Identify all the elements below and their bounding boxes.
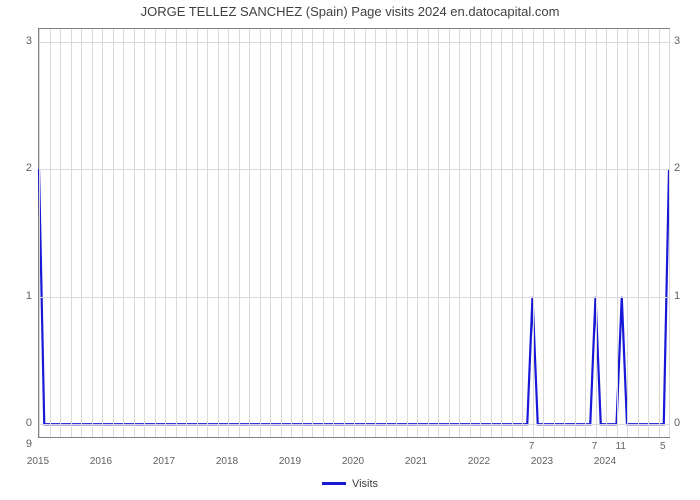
gridline-v	[627, 29, 628, 437]
chart-title: JORGE TELLEZ SANCHEZ (Spain) Page visits…	[0, 4, 700, 19]
gridline-v	[344, 29, 345, 437]
gridline-v	[312, 29, 313, 437]
gridline-v	[554, 29, 555, 437]
y-tick-label: 1	[674, 290, 692, 302]
chart-container: JORGE TELLEZ SANCHEZ (Spain) Page visits…	[0, 0, 700, 500]
gridline-v	[92, 29, 93, 437]
gridline-v	[407, 29, 408, 437]
gridline-v	[176, 29, 177, 437]
gridline-v	[501, 29, 502, 437]
gridline-v	[81, 29, 82, 437]
x-tick-year: 2015	[27, 456, 49, 467]
gridline-v	[218, 29, 219, 437]
gridline-v	[617, 29, 618, 437]
x-tick-year: 2022	[468, 456, 490, 467]
gridline-v	[575, 29, 576, 437]
gridline-v	[428, 29, 429, 437]
gridline-v	[165, 29, 166, 437]
gridline-v	[648, 29, 649, 437]
gridline-v	[260, 29, 261, 437]
x-tick-year: 2024	[594, 456, 616, 467]
gridline-v	[354, 29, 355, 437]
x-tick-year: 2017	[153, 456, 175, 467]
y-tick-label: 2	[674, 162, 692, 174]
gridline-v	[270, 29, 271, 437]
y-tick-label: 0	[674, 417, 692, 429]
gridline-v	[449, 29, 450, 437]
x-data-label: 11	[616, 441, 626, 452]
x-tick-year: 2023	[531, 456, 553, 467]
gridline-v	[543, 29, 544, 437]
legend-swatch	[322, 482, 346, 485]
x-tick-year: 2021	[405, 456, 427, 467]
y-tick-label: 0	[14, 417, 32, 429]
gridline-v	[470, 29, 471, 437]
gridline-v	[39, 29, 40, 437]
y-tick-label-extra: 9	[14, 438, 32, 450]
y-tick-label: 3	[14, 35, 32, 47]
legend: Visits	[0, 476, 700, 490]
gridline-v	[596, 29, 597, 437]
gridline-v	[50, 29, 51, 437]
gridline-v	[207, 29, 208, 437]
gridline-v	[113, 29, 114, 437]
gridline-v	[638, 29, 639, 437]
gridline-v	[396, 29, 397, 437]
gridline-v	[512, 29, 513, 437]
gridline-v	[386, 29, 387, 437]
legend-label: Visits	[352, 478, 378, 490]
gridline-v	[228, 29, 229, 437]
gridline-v	[102, 29, 103, 437]
gridline-v	[134, 29, 135, 437]
gridline-v	[669, 29, 670, 437]
x-data-label: 7	[529, 441, 535, 452]
gridline-v	[585, 29, 586, 437]
gridline-v	[480, 29, 481, 437]
x-data-label: 7	[592, 441, 598, 452]
gridline-v	[123, 29, 124, 437]
gridline-v	[71, 29, 72, 437]
gridline-v	[333, 29, 334, 437]
gridline-v	[375, 29, 376, 437]
gridline-v	[281, 29, 282, 437]
gridline-v	[197, 29, 198, 437]
gridline-v	[186, 29, 187, 437]
gridline-v	[365, 29, 366, 437]
gridline-v	[60, 29, 61, 437]
gridline-v	[606, 29, 607, 437]
gridline-v	[659, 29, 660, 437]
x-tick-year: 2016	[90, 456, 112, 467]
y-tick-label: 1	[14, 290, 32, 302]
gridline-v	[491, 29, 492, 437]
gridline-v	[144, 29, 145, 437]
gridline-v	[438, 29, 439, 437]
x-tick-year: 2019	[279, 456, 301, 467]
gridline-v	[564, 29, 565, 437]
x-tick-year: 2020	[342, 456, 364, 467]
x-tick-year: 2018	[216, 456, 238, 467]
gridline-v	[417, 29, 418, 437]
gridline-v	[302, 29, 303, 437]
y-tick-label: 2	[14, 162, 32, 174]
gridline-v	[323, 29, 324, 437]
gridline-v	[155, 29, 156, 437]
x-data-label: 5	[660, 441, 666, 452]
gridline-v	[533, 29, 534, 437]
gridline-v	[239, 29, 240, 437]
gridline-v	[249, 29, 250, 437]
plot-area	[38, 28, 670, 438]
y-tick-label: 3	[674, 35, 692, 47]
gridline-v	[291, 29, 292, 437]
gridline-v	[522, 29, 523, 437]
gridline-v	[459, 29, 460, 437]
